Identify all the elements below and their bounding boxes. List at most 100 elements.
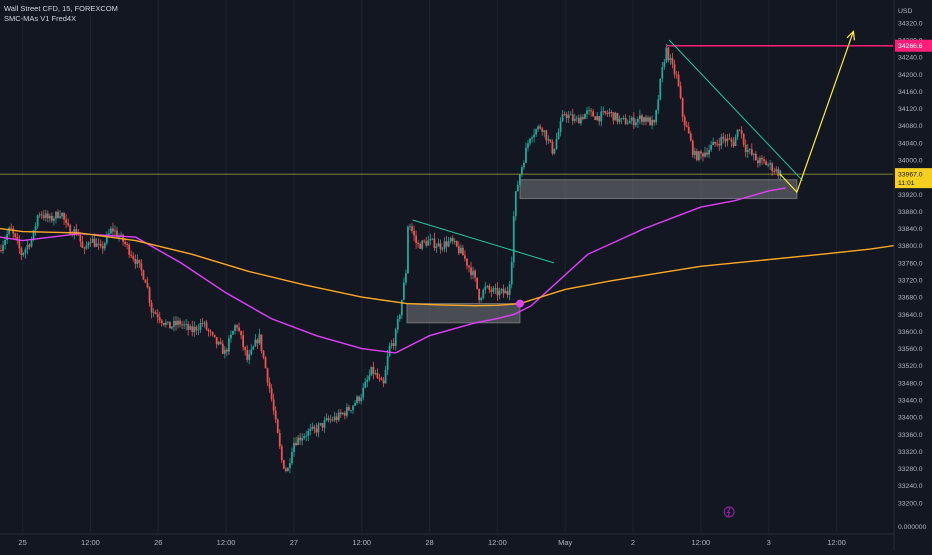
candle-body bbox=[461, 247, 464, 256]
candle-body bbox=[610, 111, 613, 113]
candle-body bbox=[0, 250, 2, 251]
candle-body bbox=[730, 139, 733, 142]
candle-body bbox=[293, 442, 295, 452]
candle-body bbox=[584, 113, 586, 120]
candle-body bbox=[301, 438, 304, 441]
candle-body bbox=[661, 67, 664, 79]
candle-body bbox=[148, 287, 151, 303]
candle-body bbox=[580, 117, 582, 124]
candle-body bbox=[116, 230, 118, 238]
candle-body bbox=[232, 330, 234, 335]
chart-legend: Wall Street CFD, 15, FOREXCOM SMC-MAs V1… bbox=[4, 4, 118, 24]
candle-body bbox=[107, 233, 110, 235]
candle-body bbox=[608, 111, 611, 114]
candle-body bbox=[177, 320, 179, 325]
candle-body bbox=[266, 368, 269, 383]
candle-body bbox=[539, 126, 542, 129]
candle-body bbox=[335, 416, 338, 420]
candle-body bbox=[714, 141, 717, 144]
candle-body bbox=[516, 184, 519, 192]
candle-body bbox=[103, 243, 106, 249]
candle-body bbox=[559, 121, 562, 132]
candle-body bbox=[602, 110, 605, 112]
candle-body bbox=[168, 321, 171, 329]
candle-body bbox=[722, 136, 725, 139]
candle-body bbox=[716, 143, 719, 145]
y-tick-label: 33760.0 bbox=[898, 260, 923, 267]
x-tick-label: 3 bbox=[767, 538, 771, 547]
candle-body bbox=[594, 116, 597, 120]
candle-body bbox=[508, 284, 511, 295]
candle-body bbox=[563, 114, 566, 115]
candle-body bbox=[197, 329, 200, 331]
candle-body bbox=[207, 329, 210, 332]
candle-body bbox=[474, 270, 476, 278]
candle-body bbox=[476, 277, 479, 289]
lightning-icon-bolt bbox=[726, 507, 731, 517]
y-tick-label: 33920.0 bbox=[898, 192, 923, 199]
candle-body bbox=[203, 322, 206, 324]
candle-body bbox=[364, 381, 367, 388]
candle-body bbox=[205, 322, 208, 330]
candle-body bbox=[659, 78, 662, 100]
candle-body bbox=[775, 169, 778, 172]
candle-body bbox=[443, 241, 446, 249]
candle-body bbox=[742, 133, 745, 145]
candle-body bbox=[732, 141, 735, 146]
candle-body bbox=[561, 114, 564, 122]
candle-body bbox=[4, 240, 6, 246]
candle-body bbox=[573, 118, 576, 121]
candle-body bbox=[26, 244, 29, 250]
candle-body bbox=[639, 115, 641, 120]
candle-body bbox=[759, 157, 761, 164]
candle-body bbox=[577, 117, 580, 124]
trend-line bbox=[668, 39, 803, 181]
candle-body bbox=[105, 234, 108, 244]
candle-body bbox=[209, 331, 212, 333]
candle-body bbox=[91, 238, 94, 243]
x-tick-label: 27 bbox=[290, 538, 298, 547]
candle-body bbox=[278, 433, 281, 447]
candle-body bbox=[311, 426, 314, 429]
candle-body bbox=[374, 373, 377, 374]
candle-body bbox=[402, 282, 405, 300]
candle-body bbox=[368, 375, 371, 380]
y-tick-label: 34000.0 bbox=[898, 158, 923, 165]
y-tick-label: 33440.0 bbox=[898, 398, 923, 405]
candle-body bbox=[535, 129, 538, 135]
candle-body bbox=[396, 319, 399, 330]
x-tick-label: 12:00 bbox=[217, 538, 236, 547]
candle-body bbox=[327, 418, 330, 421]
candle-body bbox=[366, 379, 369, 382]
candle-body bbox=[490, 289, 493, 292]
candle-body bbox=[144, 279, 147, 283]
support-zone bbox=[519, 179, 798, 200]
candle-body bbox=[268, 382, 271, 389]
candle-body bbox=[260, 334, 263, 351]
candle-body bbox=[665, 47, 668, 62]
candle-body bbox=[720, 136, 723, 146]
candle-body bbox=[28, 244, 31, 247]
candle-body bbox=[500, 289, 503, 291]
candle-body bbox=[518, 174, 521, 185]
candle-body bbox=[380, 378, 383, 381]
candle-body bbox=[569, 114, 572, 116]
candle-body bbox=[411, 226, 413, 231]
candle-body bbox=[571, 114, 574, 121]
candle-body bbox=[765, 161, 767, 166]
trend-line bbox=[412, 219, 555, 264]
y-bottom-label: 0.000000 bbox=[898, 524, 927, 531]
candle-body bbox=[130, 254, 133, 257]
candle-body bbox=[248, 354, 251, 360]
candle-body bbox=[317, 424, 320, 433]
candle-body bbox=[225, 349, 228, 352]
candle-body bbox=[195, 326, 198, 331]
candle-body bbox=[201, 323, 204, 324]
candle-body bbox=[769, 163, 772, 165]
candle-body bbox=[303, 436, 306, 439]
y-axis-panel bbox=[894, 0, 932, 550]
candle-body bbox=[533, 134, 536, 138]
candle-body bbox=[689, 133, 692, 141]
